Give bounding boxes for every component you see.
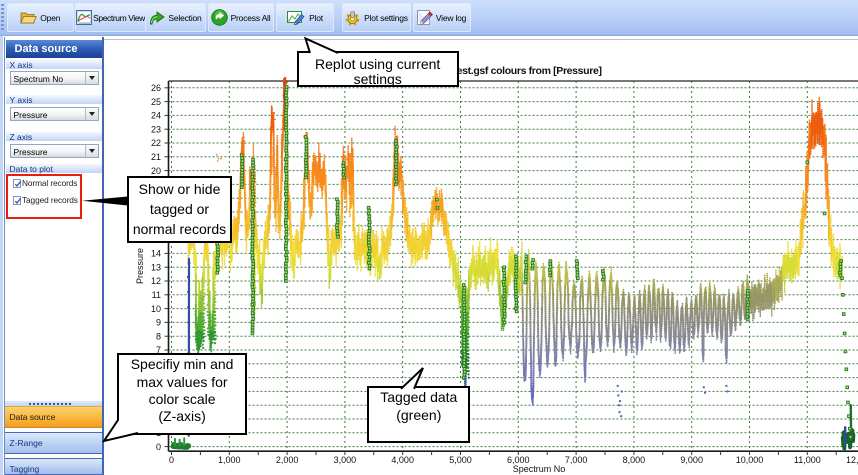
svg-text:23: 23 (151, 124, 161, 134)
svg-text:4,000: 4,000 (391, 455, 414, 465)
svg-text:5,000: 5,000 (449, 455, 472, 465)
svg-text:21: 21 (151, 152, 161, 162)
svg-text:test.gsf colours from [Pressur: test.gsf colours from [Pressure] (454, 65, 602, 77)
svg-text:9: 9 (156, 318, 161, 328)
svg-text:11: 11 (152, 290, 161, 300)
svg-text:Pressure: Pressure (135, 248, 145, 284)
svg-text:20: 20 (151, 166, 161, 176)
svg-text:1,000: 1,000 (218, 455, 241, 465)
svg-text:7: 7 (156, 345, 161, 355)
svg-text:22: 22 (151, 138, 161, 148)
svg-text:8: 8 (156, 331, 161, 341)
svg-text:14: 14 (151, 249, 161, 259)
svg-text:0: 0 (169, 455, 174, 465)
svg-text:13: 13 (151, 262, 161, 272)
svg-text:9,000: 9,000 (680, 455, 703, 465)
svg-text:12,0: 12,0 (846, 455, 858, 465)
svg-text:24: 24 (151, 111, 161, 121)
svg-text:Spectrum No: Spectrum No (513, 464, 566, 474)
svg-text:12: 12 (151, 276, 161, 286)
svg-text:8,000: 8,000 (623, 455, 646, 465)
svg-text:2,000: 2,000 (276, 455, 299, 465)
svg-text:11,000: 11,000 (794, 455, 821, 465)
svg-text:10: 10 (151, 304, 161, 314)
svg-text:26: 26 (151, 83, 161, 93)
svg-text:0: 0 (156, 442, 161, 452)
svg-text:3,000: 3,000 (334, 455, 357, 465)
svg-text:25: 25 (151, 97, 161, 107)
svg-text:7,000: 7,000 (565, 455, 588, 465)
svg-text:10,000: 10,000 (736, 455, 764, 465)
svg-text:6,000: 6,000 (507, 455, 530, 465)
